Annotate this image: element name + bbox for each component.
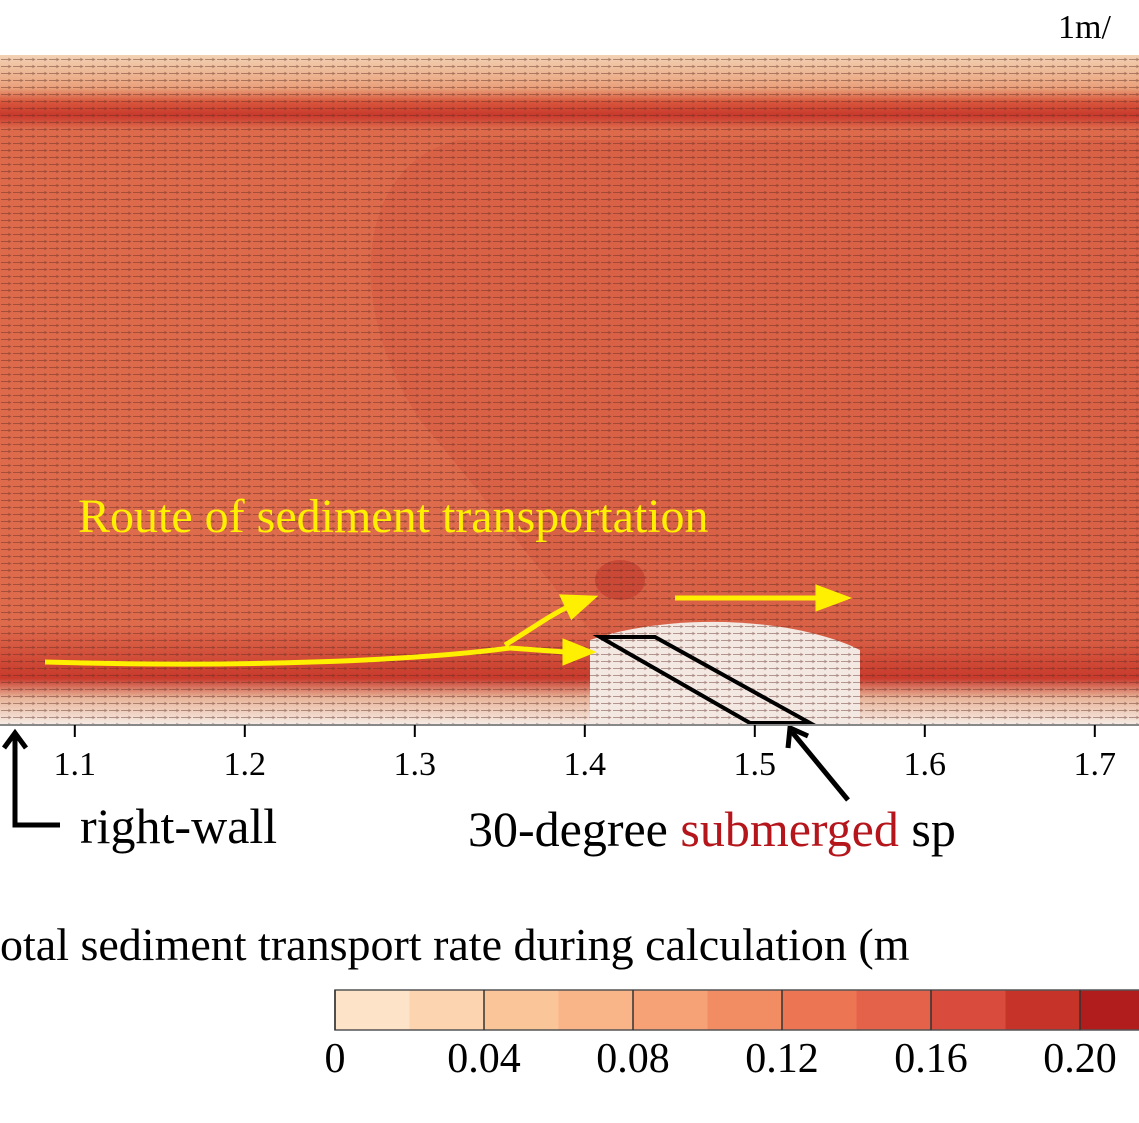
colorbar-title: otal sediment transport rate during calc… — [0, 919, 910, 970]
route-arrows — [44, 584, 853, 667]
colorbar-cell — [409, 990, 485, 1030]
colorbar-tick-label: 0.08 — [596, 1036, 670, 1082]
colorbar-tick-label: 0.12 — [745, 1036, 819, 1082]
colorbar-cell — [856, 990, 932, 1030]
pointer-arrows — [1, 724, 850, 828]
wall-label: right-wall — [80, 798, 277, 854]
colorbar-cell — [484, 990, 559, 1030]
colorbar-cell — [335, 990, 410, 1030]
x-tick-label: 1.7 — [1074, 746, 1117, 783]
colorbar-cell — [782, 990, 857, 1030]
structure-suffix: sp — [911, 801, 955, 857]
colorbar-tick-label: 0.20 — [1043, 1036, 1117, 1082]
x-tick-label: 1.6 — [904, 746, 947, 783]
scale-label: 1m/ — [1058, 9, 1111, 46]
x-tick-label: 1.5 — [734, 746, 777, 783]
colorbar-tick-label: 0.16 — [894, 1036, 968, 1082]
x-tick-label: 1.2 — [224, 746, 267, 783]
structure-label: 30-degree submerged sp — [468, 801, 956, 857]
x-tick-label: 1.3 — [394, 746, 437, 783]
structure-highlight: submerged — [680, 801, 898, 857]
colorbar-tick-label: 0.04 — [447, 1036, 521, 1082]
spur — [592, 635, 818, 725]
colorbar-cell — [558, 990, 634, 1030]
colorbar-cell — [633, 990, 708, 1030]
colorbar-cell — [707, 990, 783, 1030]
x-tick-label: 1.4 — [564, 746, 607, 783]
route-label: Route of sediment transportation — [78, 490, 709, 543]
colorbar-cell — [1080, 990, 1139, 1030]
colorbar-cell — [1005, 990, 1081, 1030]
structure-prefix: 30-degree — [468, 801, 668, 857]
colorbar-cell — [931, 990, 1006, 1030]
flow-field — [0, 55, 1139, 725]
x-tick-label: 1.1 — [54, 746, 97, 783]
colorbar-tick-label: 0 — [325, 1036, 346, 1082]
